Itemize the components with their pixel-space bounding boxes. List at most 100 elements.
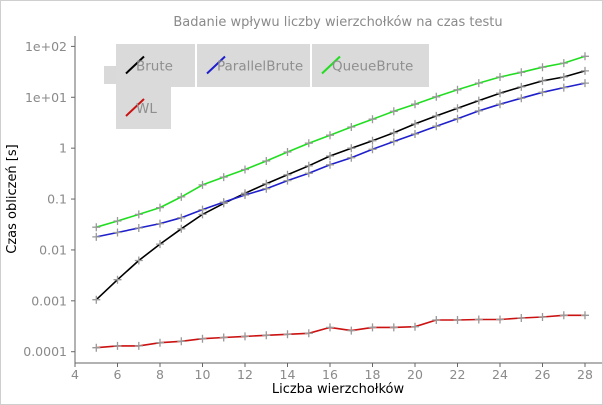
data-point [474,315,483,324]
x-tick-label: 22 [450,367,466,382]
data-point [177,337,186,346]
series-line-brute [95,70,586,301]
data-point [347,144,356,153]
data-point [453,316,462,324]
data-point [517,94,526,103]
data-point [262,157,271,165]
data-point [198,334,207,343]
data-point [262,331,271,340]
data-point [389,128,398,137]
data-point [262,184,271,193]
data-point [432,316,441,324]
legend-label: WL [136,101,157,117]
data-point [241,165,249,174]
data-point [326,323,334,332]
series-queuebrute [92,52,589,232]
data-point [92,223,101,232]
data-point [347,326,356,335]
data-point [304,161,313,170]
data-point [156,219,164,228]
x-tick-label: 12 [237,367,253,382]
data-point [177,224,186,233]
data-point [453,85,462,94]
data-point [368,136,377,145]
data-point [496,73,504,81]
data-point [389,137,398,146]
data-point [347,123,356,131]
legend-box [116,87,171,129]
legend-label: QueueBrute [332,59,413,75]
x-axis-label: Liczba wierzchołków [272,382,405,397]
data-point [517,314,526,322]
data-point [581,66,589,75]
x-tick-label: 4 [71,367,79,382]
series-parallelbrute [92,79,589,241]
data-point [538,63,547,72]
x-tick-label: 16 [322,367,338,382]
x-tick-label: 18 [365,367,381,382]
chart-title: Badanie wpływu liczby wierzchołków na cz… [173,15,502,30]
series-line-queuebrute [96,55,586,228]
data-point [474,106,483,115]
data-point [113,341,122,350]
data-point [241,191,249,199]
data-point [134,341,143,350]
data-point [304,329,313,338]
data-point [559,311,568,320]
data-point [198,205,207,214]
x-axis: 4 6 8 10 12 14 16 18 20 22 24 26 28 [71,362,602,382]
legend-box [116,44,195,87]
data-point [581,79,589,88]
y-tick-label: 0.1 [47,192,67,207]
data-point [389,107,398,116]
data-point [113,228,122,237]
x-tick-label: 26 [535,367,551,382]
data-point [474,96,483,105]
data-point [368,323,377,332]
legend-label: Brute [136,59,173,75]
x-tick-label: 14 [280,367,296,382]
legend: Brute ParallelBrute QueueBrute WL [104,44,429,129]
data-point [156,338,164,347]
legend-swatch [125,98,145,117]
series-line-wl [96,314,585,349]
data-point [368,145,377,154]
data-point [368,115,377,124]
data-point [474,79,483,88]
data-point [177,213,186,222]
data-point [113,217,122,225]
legend-label: ParallelBrute [217,59,303,75]
data-point [496,315,504,324]
data-point [538,88,547,97]
data-point [326,160,334,169]
data-point [538,313,547,321]
legend-swatch [206,55,226,75]
legend-item-parallelbrute: ParallelBrute [197,44,310,87]
data-point [411,322,419,331]
data-point [283,330,292,339]
data-point [432,111,441,120]
data-point [432,92,441,101]
data-point [411,119,419,128]
data-point [559,59,568,68]
y-axis-label: Czas obliczeń [s] [5,144,20,253]
data-point [559,73,568,81]
data-point [92,232,101,241]
data-point [347,153,356,162]
data-point [219,173,228,182]
data-point [134,210,143,219]
data-point [538,76,547,85]
data-point [453,114,462,123]
data-point [304,139,313,148]
data-point [559,83,568,92]
y-axis: 0.0001 0.001 0.01 0.1 1 1e+01 1e+02 [23,36,76,363]
data-point [581,52,589,61]
legend-item-wl: WL [116,87,171,129]
series-line-parallelbrute [96,82,586,238]
data-point [432,122,441,131]
data-point [581,311,589,320]
x-tick-label: 20 [407,367,423,382]
data-point [496,100,504,109]
data-point [283,148,292,156]
